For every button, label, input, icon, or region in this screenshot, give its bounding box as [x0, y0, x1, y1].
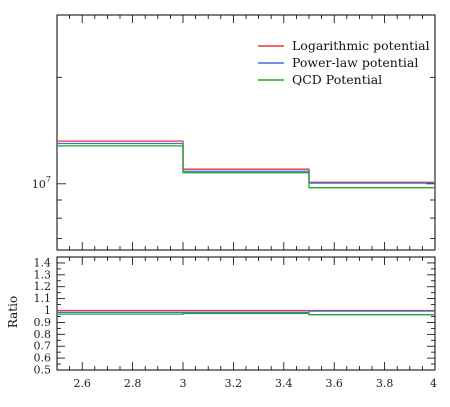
ratio-x-tick-label: 3	[180, 377, 187, 390]
ratio-y-tick-labels: 0.50.60.70.80.911.11.21.31.4	[34, 256, 52, 376]
ratio-series-power-law-potential	[57, 310, 435, 313]
ratio-y-tick-label: 1.4	[34, 256, 52, 269]
ratio-y-tick-label: 1.3	[34, 268, 52, 281]
ratio-series-qcd-potential	[57, 312, 435, 316]
ratio-y-tick-label: 0.5	[34, 364, 52, 377]
legend-label-logarithmic-potential: Logarithmic potential	[292, 38, 430, 53]
ratio-axis-ticks	[56, 256, 436, 371]
ratio-x-tick-label: 3.8	[376, 377, 394, 390]
main-y-tick-label: 107	[32, 175, 51, 191]
main-y-tick-label-exponent: 7	[46, 175, 51, 184]
main-panel: 107 Logarithmic potential Power-law poten…	[32, 14, 436, 251]
ratio-x-tick-label: 4	[430, 377, 437, 390]
ratio-series-group	[57, 309, 435, 316]
ratio-panel: 0.50.60.70.80.911.11.21.31.4 2.6 2.8 3 3.2 3…	[6, 256, 437, 390]
legend: Logarithmic potential Power-law potential…	[258, 38, 430, 87]
ratio-x-tick-label: 2.8	[124, 377, 142, 390]
ratio-y-tick-label: 1.2	[34, 280, 52, 293]
ratio-x-tick-label: 3.2	[225, 377, 243, 390]
main-series-logarithmic-potential	[57, 140, 435, 183]
ratio-x-tick-labels: 2.6 2.8 3 3.2 3.4 3.6 3.8 4	[73, 377, 437, 390]
ratio-y-axis-title: Ratio	[6, 296, 20, 328]
legend-label-qcd-potential: QCD Potential	[292, 72, 382, 87]
main-series-group	[57, 140, 435, 189]
ratio-y-tick-label: 0.9	[34, 316, 52, 329]
main-y-tick-labels: 107	[32, 175, 51, 191]
main-axis-ticks	[56, 14, 436, 250]
ratio-x-tick-label: 2.6	[73, 377, 91, 390]
legend-label-power-law-potential: Power-law potential	[292, 55, 418, 70]
ratio-y-tick-label: 0.8	[34, 328, 52, 341]
main-y-tick-label-base: 10	[32, 178, 46, 191]
ratio-y-tick-label: 1	[44, 304, 51, 317]
main-series-power-law-potential	[57, 142, 435, 184]
main-series-qcd-potential	[57, 145, 435, 189]
ratio-y-tick-label: 1.1	[34, 292, 52, 305]
ratio-y-tick-label: 0.6	[34, 352, 52, 365]
ratio-x-tick-label: 3.6	[325, 377, 343, 390]
ratio-y-tick-label: 0.7	[34, 340, 52, 353]
ratio-x-tick-label: 3.4	[275, 377, 293, 390]
